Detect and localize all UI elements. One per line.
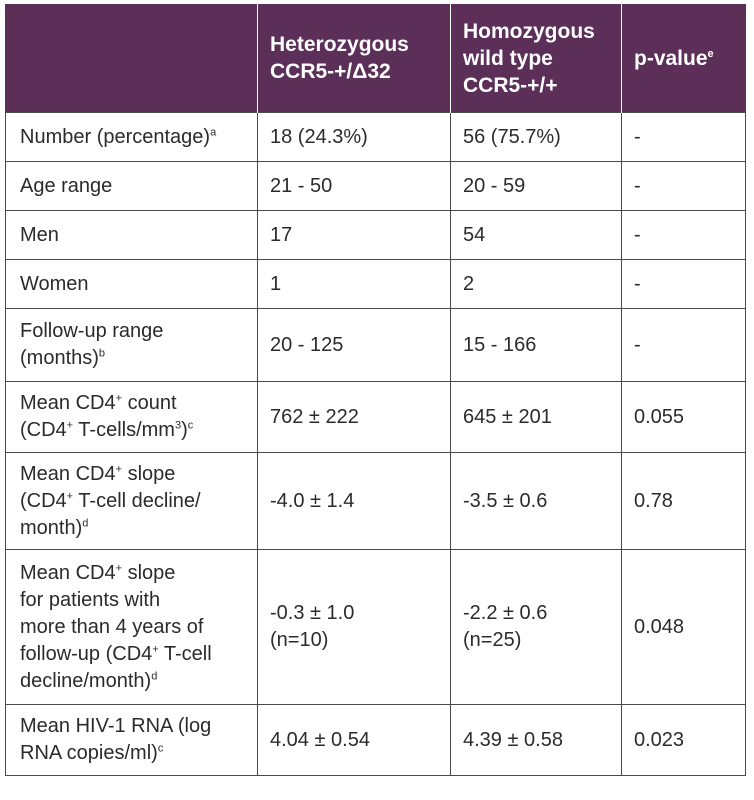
row-label-text: follow-up (CD4	[20, 642, 153, 665]
table-row: Mean HIV-1 RNA (log RNA copies/ml)c 4.04…	[5, 704, 746, 776]
header-homozygous: Homozygous wild type CCR5-+/+	[450, 4, 622, 113]
table-row: Mean CD4+ count (CD4+ T-cells/mm3)c 762 …	[5, 381, 746, 453]
superscript: +	[115, 462, 123, 475]
table-row: Number (percentage)a 18 (24.3%) 56 (75.7…	[5, 112, 746, 162]
header-homozygous-line1: Homozygous	[463, 19, 595, 43]
row-label-text: slope	[122, 462, 176, 485]
row-label-text: T-cell	[158, 642, 212, 665]
table-row: Mean CD4+ slope (CD4+ T-cell decline/ mo…	[5, 452, 746, 550]
table-row: Age range 21 - 50 20 - 59 -	[5, 161, 746, 211]
header-p-value: p-valuee	[621, 4, 746, 113]
row-label-text: T-cell decline/	[73, 489, 201, 512]
row-label-mean-cd4-slope-long-follow-up: Mean CD4+ slope for patients with more t…	[5, 549, 258, 705]
row-label-mean-hiv-rna: Mean HIV-1 RNA (log RNA copies/ml)c	[5, 704, 258, 776]
superscript: +	[152, 642, 159, 655]
cell-wild-type: 2	[450, 259, 622, 309]
row-label-text: )	[181, 419, 188, 441]
ccr5-comparison-table: Heterozygous CCR5-+/Δ32 Homozygous wild …	[5, 4, 746, 776]
cell-wild-type: 4.39 ± 0.58	[450, 704, 622, 776]
cell-wild-type: 54	[450, 210, 622, 260]
cell-heterozygous: 17	[257, 210, 451, 260]
cell-p-value: -	[621, 112, 746, 162]
cell-heterozygous: 20 - 125	[257, 308, 451, 382]
cell-p-value: -	[621, 161, 746, 211]
header-heterozygous-line2: CCR5-+/Δ32	[270, 60, 391, 83]
header-empty-cell	[5, 4, 258, 113]
table-row: Women 1 2 -	[5, 259, 746, 309]
superscript: 3	[174, 419, 182, 432]
cell-wild-type: 56 (75.7%)	[450, 112, 622, 162]
table-row: Follow-up range (months)b 20 - 125 15 - …	[5, 308, 746, 382]
footnote-marker: c	[157, 742, 164, 755]
cell-wild-type: -2.2 ± 0.6 (n=25)	[450, 549, 622, 705]
cell-wild-type: -3.5 ± 0.6	[450, 452, 622, 550]
cell-p-value: -	[621, 308, 746, 382]
superscript: +	[66, 419, 74, 432]
cell-heterozygous: -0.3 ± 1.0 (n=10)	[257, 549, 451, 705]
cell-heterozygous: 18 (24.3%)	[257, 112, 451, 162]
row-label-text: for patients with	[20, 588, 161, 611]
footnote-marker: c	[187, 419, 194, 432]
cell-heterozygous: 762 ± 222	[257, 381, 451, 453]
header-row: Heterozygous CCR5-+/Δ32 Homozygous wild …	[5, 4, 746, 113]
row-label-text: Mean CD4	[20, 392, 116, 414]
row-label-number: Number (percentage)a	[5, 112, 258, 162]
cell-heterozygous: 4.04 ± 0.54	[257, 704, 451, 776]
cell-p-value: 0.78	[621, 452, 746, 550]
row-label-text: count	[122, 392, 177, 414]
header-homozygous-line3: CCR5-+/+	[463, 73, 558, 97]
row-label-mean-cd4-count: Mean CD4+ count (CD4+ T-cells/mm3)c	[5, 381, 258, 453]
cell-heterozygous: 21 - 50	[257, 161, 451, 211]
data-table-container: Heterozygous CCR5-+/Δ32 Homozygous wild …	[5, 4, 746, 776]
row-label-text: Mean CD4	[20, 462, 116, 485]
cell-value: (n=10)	[270, 629, 329, 651]
header-heterozygous-line1: Heterozygous	[270, 33, 409, 56]
superscript: +	[115, 392, 123, 405]
cell-value: (n=25)	[463, 629, 522, 651]
row-label-text: Number (percentage)	[20, 125, 211, 148]
cell-wild-type: 15 - 166	[450, 308, 622, 382]
footnote-marker: d	[82, 516, 89, 529]
row-label-text: (CD4	[20, 419, 67, 441]
row-label-text: slope	[122, 561, 176, 584]
row-label-men: Men	[5, 210, 258, 260]
row-label-text: (CD4	[20, 489, 67, 512]
footnote-marker: b	[98, 347, 106, 360]
row-label-text: Follow-up range	[20, 320, 164, 342]
cell-p-value: -	[621, 259, 746, 309]
cell-p-value: 0.048	[621, 549, 746, 705]
cell-wild-type: 20 - 59	[450, 161, 622, 211]
cell-p-value: -	[621, 210, 746, 260]
cell-heterozygous: 1	[257, 259, 451, 309]
row-label-text: RNA copies/ml)	[20, 742, 158, 764]
header-p-value-footnote: e	[707, 47, 714, 60]
row-label-text: (months)	[20, 347, 99, 369]
footnote-marker: a	[210, 125, 217, 138]
row-label-mean-cd4-slope: Mean CD4+ slope (CD4+ T-cell decline/ mo…	[5, 452, 258, 550]
header-p-value-text: p-value	[634, 46, 708, 70]
cell-p-value: 0.055	[621, 381, 746, 453]
row-label-text: Mean CD4	[20, 561, 116, 584]
superscript: +	[115, 561, 123, 574]
row-label-text: more than 4 years of	[20, 615, 204, 638]
row-label-text: T-cells/mm	[73, 419, 175, 441]
footnote-marker: d	[151, 669, 158, 682]
cell-value: -0.3 ± 1.0	[270, 602, 355, 624]
table-row: Mean CD4+ slope for patients with more t…	[5, 549, 746, 705]
cell-wild-type: 645 ± 201	[450, 381, 622, 453]
cell-p-value: 0.023	[621, 704, 746, 776]
row-label-women: Women	[5, 259, 258, 309]
row-label-text: Mean HIV-1 RNA (log	[20, 715, 212, 737]
row-label-age-range: Age range	[5, 161, 258, 211]
cell-value: -2.2 ± 0.6	[463, 602, 548, 624]
row-label-text: month)	[20, 516, 83, 539]
header-homozygous-line2: wild type	[463, 46, 553, 70]
table-row: Men 17 54 -	[5, 210, 746, 260]
header-heterozygous: Heterozygous CCR5-+/Δ32	[257, 4, 451, 113]
cell-heterozygous: -4.0 ± 1.4	[257, 452, 451, 550]
row-label-follow-up-range: Follow-up range (months)b	[5, 308, 258, 382]
row-label-text: decline/month)	[20, 669, 152, 692]
superscript: +	[66, 489, 74, 502]
